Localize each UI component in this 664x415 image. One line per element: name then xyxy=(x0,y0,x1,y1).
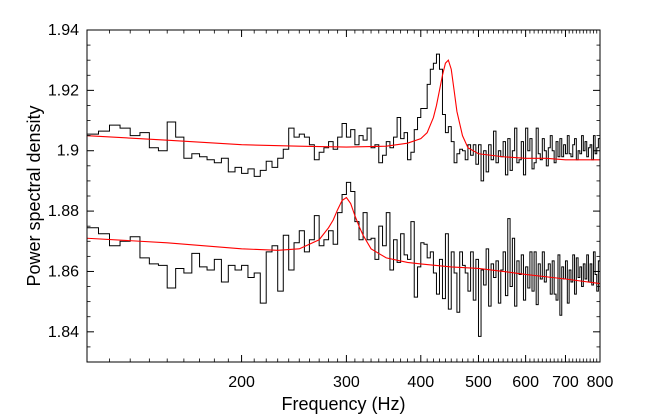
y-tick-label: 1.86 xyxy=(48,263,79,280)
y-tick-label: 1.84 xyxy=(48,324,79,341)
x-tick-label: 700 xyxy=(552,374,579,391)
y-tick-label: 1.88 xyxy=(48,203,79,220)
plot-frame xyxy=(86,29,601,363)
x-tick-label: 200 xyxy=(228,374,255,391)
x-tick-label: 800 xyxy=(587,374,614,391)
x-tick-label: 300 xyxy=(333,374,360,391)
tick-labels-layer: 200 300 400 500 600 700 800 1.84 1.86 1.88 1.9 1.92… xyxy=(48,22,614,391)
series-layer xyxy=(87,53,600,337)
x-tick-label: 500 xyxy=(465,374,492,391)
spectrum-line-2 xyxy=(87,181,600,337)
ticks-layer xyxy=(87,29,601,363)
y-tick-label: 1.92 xyxy=(48,82,79,99)
x-axis-title: Frequency (Hz) xyxy=(281,394,405,414)
y-tick-label: 1.94 xyxy=(48,22,79,39)
fit-curve-3 xyxy=(87,196,600,285)
spectrum-line-0 xyxy=(87,53,600,182)
y-tick-label: 1.9 xyxy=(57,143,79,160)
x-tick-label: 600 xyxy=(512,374,539,391)
y-axis-title: Power spectral density xyxy=(24,105,44,286)
x-tick-label: 400 xyxy=(407,374,434,391)
fit-curve-1 xyxy=(87,59,600,161)
